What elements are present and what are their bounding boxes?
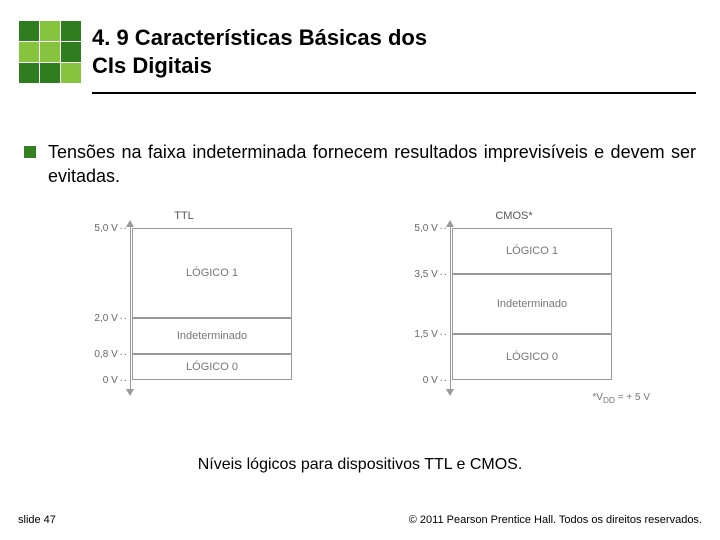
- level-box: LÓGICO 1: [452, 228, 612, 274]
- voltage-tick: 0,8 V: [70, 349, 126, 360]
- voltage-tick: 5,0 V: [70, 223, 126, 234]
- slide-number: slide 47: [18, 514, 56, 526]
- title-underline: [92, 92, 696, 94]
- title-line-1: 4. 9 Características Básicas dos: [92, 24, 696, 52]
- bullet-icon: [24, 146, 36, 158]
- ttl-diagram: TTL LÓGICO 1IndeterminadoLÓGICO 05,0 V2,…: [70, 210, 330, 440]
- copyright: © 2011 Pearson Prentice Hall. Todos os d…: [409, 514, 702, 526]
- level-box: LÓGICO 0: [452, 334, 612, 380]
- slide-title: 4. 9 Características Básicas dos CIs Dig…: [92, 24, 696, 79]
- cmos-footnote: *VDD = + 5 V: [592, 392, 650, 405]
- voltage-tick: 0 V: [390, 375, 446, 386]
- cmos-diagram: CMOS* LÓGICO 1IndeterminadoLÓGICO 0 5,0 V…: [390, 210, 650, 440]
- voltage-tick: 2,0 V: [70, 313, 126, 324]
- bullet-item: Tensões na faixa indeterminada fornecem …: [24, 140, 696, 189]
- logic-level-diagrams: TTL LÓGICO 1IndeterminadoLÓGICO 05,0 V2,…: [70, 210, 650, 440]
- title-line-2: CIs Digitais: [92, 52, 696, 80]
- bullet-text: Tensões na faixa indeterminada fornecem …: [48, 140, 696, 189]
- level-box: LÓGICO 0: [132, 354, 292, 380]
- level-box: Indeterminado: [132, 318, 292, 354]
- voltage-tick: 0 V: [70, 375, 126, 386]
- voltage-tick: 3,5 V: [390, 269, 446, 280]
- level-box: Indeterminado: [452, 274, 612, 334]
- cmos-label: CMOS*: [434, 210, 594, 222]
- voltage-tick: 5,0 V: [390, 223, 446, 234]
- figure-caption: Níveis lógicos para dispositivos TTL e C…: [0, 456, 720, 474]
- brand-logo: [18, 20, 81, 83]
- level-box: LÓGICO 1: [132, 228, 292, 318]
- voltage-tick: 1,5 V: [390, 329, 446, 340]
